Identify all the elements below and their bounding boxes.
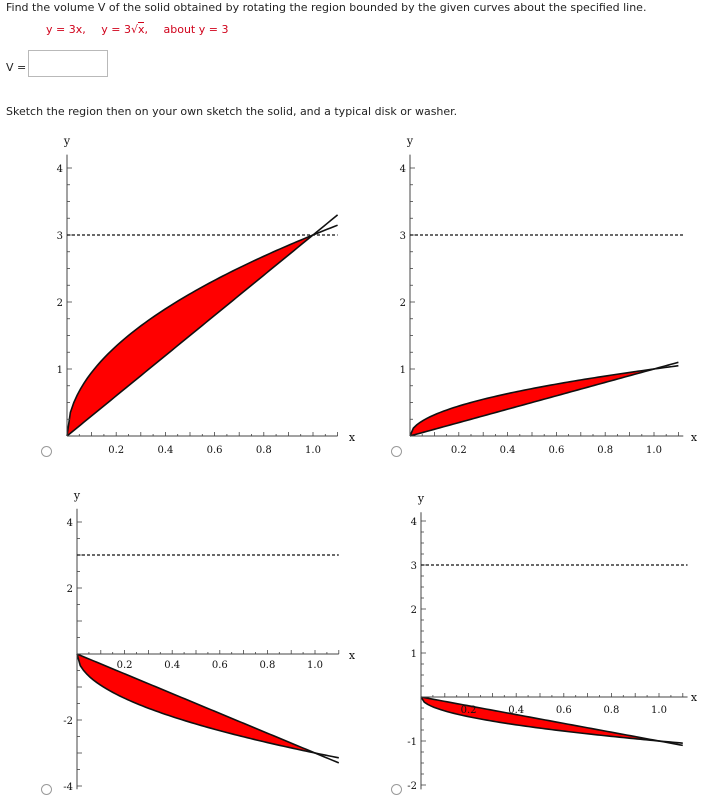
x-tick-label: 0.8 (597, 445, 613, 456)
x-tick-label: 0.2 (117, 660, 133, 671)
x-tick-label: 0.6 (207, 445, 223, 456)
x-tick-label: 0.6 (548, 445, 564, 456)
x-axis-label: x (691, 691, 698, 704)
y-tick-label: -2 (63, 716, 73, 727)
root-curve (76, 653, 339, 759)
x-tick-label: 0.8 (256, 445, 272, 456)
x-tick-label: 0.4 (157, 445, 173, 456)
given-equations: y = 3x, y = 3√x, about y = 3 (46, 22, 229, 36)
equation-line: y = 3x, (46, 23, 86, 36)
y-axis-label: y (73, 489, 81, 502)
radio-graph-c[interactable] (41, 784, 52, 795)
line-curve (420, 696, 683, 747)
radio-graph-b[interactable] (391, 446, 402, 457)
equation-root-radicand: x (137, 22, 145, 36)
x-tick-label: 0.6 (556, 705, 572, 716)
line-curve (76, 653, 340, 764)
line-curve (409, 361, 679, 437)
sqrt-symbol: √ (130, 23, 138, 36)
x-tick-label: 0.6 (212, 660, 228, 671)
y-tick-label: -2 (407, 781, 417, 792)
root-curve (420, 696, 683, 744)
x-tick-label: 0.4 (508, 705, 524, 716)
y-tick-label: 4 (57, 164, 63, 175)
y-axis-label: y (63, 135, 71, 148)
x-tick-label: 0.2 (451, 445, 467, 456)
rotation-axis: about y = 3 (163, 23, 229, 36)
answer-label: V = (6, 61, 27, 74)
x-axis-label: x (349, 649, 356, 662)
y-tick-label: 4 (411, 517, 417, 528)
x-axis-label: x (349, 431, 356, 444)
y-tick-label: 4 (400, 164, 406, 175)
x-tick-label: 0.4 (164, 660, 180, 671)
y-tick-label: 1 (411, 649, 417, 660)
x-tick-label: 1.0 (307, 660, 323, 671)
radio-graph-a[interactable] (41, 446, 52, 457)
root-curve (409, 364, 679, 437)
x-axis-label: x (691, 431, 698, 444)
x-tick-label: 0.2 (461, 705, 477, 716)
equation-root-prefix: y = 3 (101, 23, 131, 36)
y-tick-label: 1 (400, 365, 406, 376)
y-tick-label: 3 (400, 231, 406, 242)
y-tick-label: -4 (63, 782, 73, 793)
y-tick-label: 2 (57, 298, 63, 309)
question-prompt: Find the volume V of the solid obtained … (6, 1, 647, 14)
volume-answer-input[interactable] (28, 50, 108, 77)
y-axis-label: y (406, 135, 414, 148)
sketch-instruction: Sketch the region then on your own sketc… (6, 105, 458, 118)
radio-graph-d[interactable] (391, 784, 402, 795)
y-tick-label: 2 (400, 298, 406, 309)
y-axis-label: y (417, 492, 425, 505)
x-tick-label: 1.0 (305, 445, 321, 456)
y-tick-label: 2 (67, 584, 73, 595)
x-tick-label: 0.2 (108, 445, 124, 456)
x-tick-label: 1.0 (646, 445, 662, 456)
y-tick-label: 3 (57, 231, 63, 242)
y-tick-label: 2 (411, 605, 417, 616)
y-tick-label: 3 (411, 561, 417, 572)
x-tick-label: 0.8 (603, 705, 619, 716)
root-curve (66, 224, 338, 437)
y-tick-label: 1 (57, 365, 63, 376)
x-tick-label: 0.4 (500, 445, 516, 456)
line-curve (66, 214, 339, 437)
y-tick-label: -1 (407, 737, 417, 748)
y-tick-label: 4 (67, 518, 73, 529)
x-tick-label: 1.0 (651, 705, 667, 716)
equation-root-suffix: , (144, 23, 148, 36)
x-tick-label: 0.8 (259, 660, 275, 671)
